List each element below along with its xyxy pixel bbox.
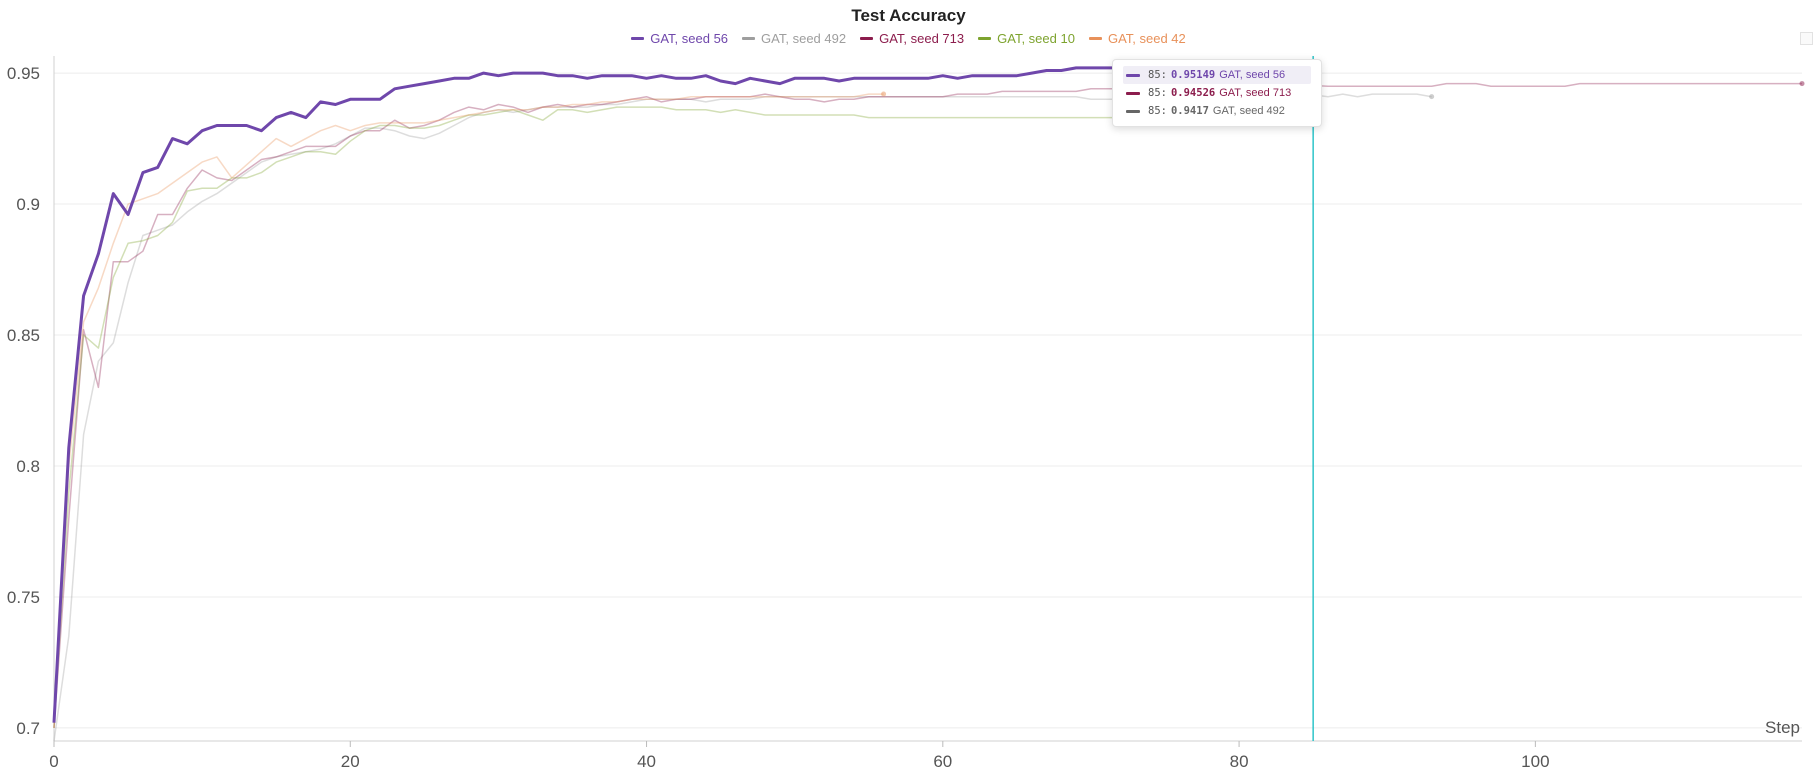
legend-label: GAT, seed 492 (761, 31, 847, 46)
series-line-gat-seed-56[interactable] (52, 66, 1314, 723)
chart-legend: GAT, seed 56 GAT, seed 492 GAT, seed 713 GA… (0, 31, 1817, 46)
x-axis-label: Step (1765, 718, 1800, 737)
series-end-point (881, 91, 887, 97)
legend-item[interactable]: GAT, seed 713 (860, 31, 964, 46)
y-tick-label: 0.9 (16, 195, 40, 214)
x-tick-label: 0 (49, 752, 58, 771)
legend-swatch (860, 37, 874, 40)
hover-tooltip: 85: 0.95149 GAT, seed 56 85: 0.94526 GAT, see… (1112, 59, 1322, 127)
series-line-gat-seed-713[interactable] (53, 82, 1802, 728)
chart-title: Test Accuracy (851, 6, 966, 25)
tooltip-row: 85: 0.9417 GAT, seed 492 (1123, 102, 1311, 120)
legend-item[interactable]: GAT, seed 10 (978, 31, 1075, 46)
series-end-point (1799, 81, 1805, 87)
legend-swatch (1088, 37, 1102, 40)
legend-label: GAT, seed 10 (997, 31, 1075, 46)
y-tick-label: 0.8 (16, 457, 40, 476)
x-tick-label: 20 (341, 752, 360, 771)
legend-item[interactable]: GAT, seed 42 (1088, 31, 1186, 46)
tooltip-row: 85: 0.95149 GAT, seed 56 (1123, 66, 1311, 84)
series-end-point (1429, 94, 1435, 100)
legend-swatch (742, 37, 756, 40)
tooltip-step: 85: (1148, 105, 1167, 117)
legend-label: GAT, seed 713 (879, 31, 965, 46)
x-tick-label: 40 (637, 752, 656, 771)
tooltip-value: 0.94526 (1170, 87, 1216, 99)
x-tick-label: 80 (1230, 752, 1249, 771)
y-tick-label: 0.75 (7, 588, 40, 607)
y-tick-label: 0.7 (16, 719, 40, 738)
tooltip-step: 85: (1148, 87, 1167, 99)
tooltip-series-name: GAT, seed 492 (1212, 105, 1285, 117)
legend-label: GAT, seed 42 (1107, 31, 1186, 46)
legend-item[interactable]: GAT, seed 56 (631, 31, 728, 46)
x-tick-label: 60 (933, 752, 952, 771)
tooltip-step: 85: (1148, 69, 1167, 81)
legend-swatch (978, 37, 992, 40)
tooltip-value: 0.9417 (1170, 105, 1209, 117)
tooltip-series-name: GAT, seed 713 (1219, 87, 1292, 99)
series-line-gat-seed-10[interactable] (53, 106, 1240, 728)
x-tick-label: 100 (1521, 752, 1549, 771)
panel-expand-icon[interactable] (1800, 32, 1813, 45)
tooltip-value: 0.95149 (1170, 69, 1216, 81)
legend-swatch (631, 37, 645, 40)
legend-label: GAT, seed 56 (650, 31, 729, 46)
tooltip-swatch (1126, 73, 1140, 77)
tooltip-series-name: GAT, seed 56 (1219, 69, 1286, 81)
series-line-gat-seed-492[interactable] (53, 93, 1432, 742)
tooltip-row: 85: 0.94526 GAT, seed 713 (1123, 84, 1311, 102)
y-tick-label: 0.85 (7, 326, 40, 345)
series-line-gat-seed-42[interactable] (53, 93, 884, 728)
tooltip-swatch (1126, 109, 1140, 113)
legend-item[interactable]: GAT, seed 492 (742, 31, 846, 46)
y-tick-label: 0.95 (7, 64, 40, 83)
tooltip-swatch (1126, 91, 1140, 95)
